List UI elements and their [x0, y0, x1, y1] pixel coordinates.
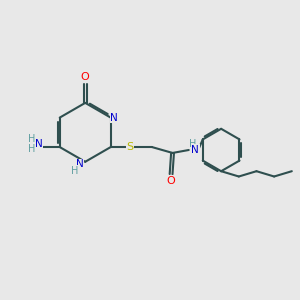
Text: S: S	[126, 142, 134, 152]
Text: H: H	[71, 166, 79, 176]
Text: N: N	[76, 159, 84, 169]
Text: O: O	[167, 176, 176, 186]
Text: H: H	[190, 139, 197, 148]
Text: O: O	[81, 72, 90, 82]
Text: N: N	[191, 145, 199, 155]
Text: N: N	[110, 112, 118, 123]
Text: H: H	[28, 144, 36, 154]
Text: H: H	[28, 134, 36, 144]
Text: N: N	[34, 139, 42, 149]
